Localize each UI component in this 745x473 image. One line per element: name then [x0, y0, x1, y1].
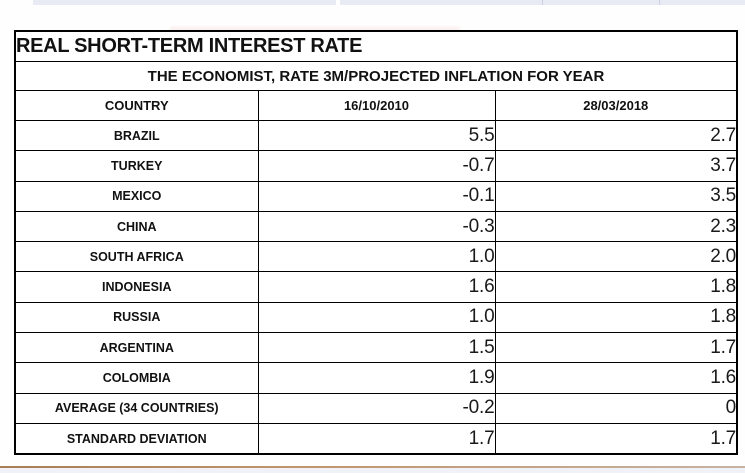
table-row-south-africa: SOUTH AFRICA 1.0 2.0 [14, 241, 738, 273]
page-subtitle: THE ECONOMIST, RATE 3M/PROJECTED INFLATI… [14, 61, 738, 91]
value-2018-cell: 2.3 [494, 210, 738, 243]
table-row-indonesia: INDONESIA 1.6 1.8 [14, 271, 738, 303]
artifact-smudge [170, 27, 460, 31]
value-2018-cell: 1.7 [494, 422, 738, 455]
value-2010-cell: 1.9 [257, 362, 496, 394]
column-header-row: COUNTRY 16/10/2010 28/03/2018 [14, 90, 738, 121]
table-row-standard-deviation: STANDARD DEVIATION 1.7 1.7 [14, 422, 738, 455]
value-2010-cell: 1.5 [257, 332, 496, 364]
country-cell: STANDARD DEVIATION [14, 422, 259, 455]
table-row-mexico: MEXICO -0.1 3.5 [14, 180, 738, 212]
table-row-turkey: TURKEY -0.7 3.7 [14, 150, 738, 182]
value-2010-cell: -0.1 [257, 180, 496, 212]
bottom-tan-line [0, 466, 745, 468]
top-edge-artifact [33, 0, 745, 5]
value-2010-cell: -0.2 [257, 392, 496, 424]
table-row-brazil: BRAZIL 5.5 2.7 [14, 119, 738, 152]
country-cell: COLOMBIA [14, 362, 259, 394]
bottom-pale-area [0, 468, 745, 473]
value-2010-cell: -0.7 [257, 150, 496, 182]
subtitle-row: THE ECONOMIST, RATE 3M/PROJECTED INFLATI… [14, 61, 738, 91]
country-cell: INDONESIA [14, 271, 259, 303]
country-cell: TURKEY [14, 150, 259, 182]
table-row-china: CHINA -0.3 2.3 [14, 210, 738, 243]
country-cell: RUSSIA [14, 301, 259, 334]
title-row: REAL SHORT-TERM INTEREST RATE [14, 30, 738, 62]
country-cell: CHINA [14, 210, 259, 243]
top-strip-tick [542, 0, 543, 5]
value-2010-cell: 1.0 [257, 241, 496, 273]
value-2018-cell: 3.5 [494, 180, 738, 212]
country-cell: BRAZIL [14, 119, 259, 152]
country-cell: MEXICO [14, 180, 259, 212]
value-2018-cell: 3.7 [494, 150, 738, 182]
value-2018-cell: 1.7 [494, 332, 738, 364]
value-2018-cell: 2.0 [494, 241, 738, 273]
value-2018-cell: 1.8 [494, 271, 738, 303]
country-cell: AVERAGE (34 COUNTRIES) [14, 392, 259, 424]
value-2018-cell: 1.6 [494, 362, 738, 394]
value-2010-cell: 1.0 [257, 301, 496, 334]
col-header-date-2018: 28/03/2018 [494, 90, 738, 121]
table-row-average: AVERAGE (34 COUNTRIES) -0.2 0 [14, 392, 738, 424]
value-2018-cell: 1.8 [494, 301, 738, 334]
value-2018-cell: 2.7 [494, 119, 738, 152]
top-strip-gap [336, 0, 340, 5]
table-row-colombia: COLOMBIA 1.9 1.6 [14, 362, 738, 394]
country-cell: ARGENTINA [14, 332, 259, 364]
bottom-edge-artifact [0, 466, 745, 473]
value-2010-cell: 1.7 [257, 422, 496, 455]
value-2010-cell: 5.5 [257, 119, 496, 152]
value-2010-cell: -0.3 [257, 210, 496, 243]
interest-rate-table: REAL SHORT-TERM INTEREST RATE THE ECONOM… [14, 30, 739, 456]
table-row-russia: RUSSIA 1.0 1.8 [14, 301, 738, 334]
col-header-date-2010: 16/10/2010 [257, 90, 496, 121]
page-title: REAL SHORT-TERM INTEREST RATE [14, 30, 738, 62]
country-cell: SOUTH AFRICA [14, 241, 259, 273]
table-row-argentina: ARGENTINA 1.5 1.7 [14, 332, 738, 364]
col-header-country: COUNTRY [14, 90, 259, 121]
top-strip-tick [659, 0, 660, 5]
value-2018-cell: 0 [494, 392, 738, 424]
value-2010-cell: 1.6 [257, 271, 496, 303]
